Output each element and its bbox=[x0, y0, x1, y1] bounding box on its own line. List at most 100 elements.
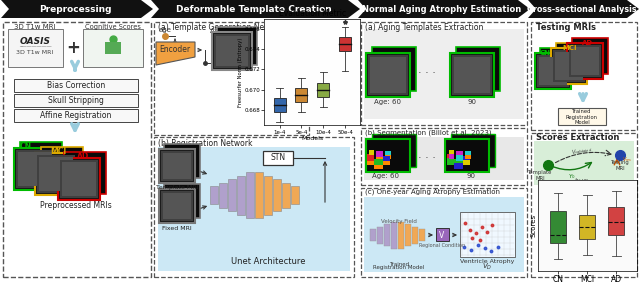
Bar bbox=[447, 158, 454, 165]
Text: 3D T1w MRI: 3D T1w MRI bbox=[14, 24, 56, 30]
Bar bbox=[282, 182, 290, 207]
Text: age: age bbox=[159, 27, 172, 33]
Text: Age: 60: Age: 60 bbox=[374, 99, 401, 105]
Bar bbox=[16, 150, 54, 188]
Bar bbox=[83, 29, 143, 67]
Text: CN: CN bbox=[20, 142, 32, 151]
Text: Template MRI: Template MRI bbox=[156, 186, 198, 190]
Bar bbox=[291, 186, 299, 204]
Bar bbox=[553, 50, 585, 82]
Bar bbox=[20, 142, 62, 184]
Bar bbox=[531, 22, 637, 130]
Bar bbox=[558, 108, 606, 125]
Text: MCI: MCI bbox=[50, 147, 67, 156]
Text: Trained: Trained bbox=[389, 262, 409, 266]
Bar bbox=[217, 27, 257, 65]
Bar bbox=[339, 37, 351, 51]
Bar bbox=[364, 197, 524, 272]
Bar bbox=[228, 179, 236, 211]
Bar bbox=[572, 38, 608, 74]
Bar bbox=[37, 155, 75, 193]
Bar bbox=[539, 57, 567, 85]
Text: Affine Registration: Affine Registration bbox=[40, 111, 112, 120]
Bar bbox=[163, 153, 191, 179]
Bar bbox=[212, 32, 252, 70]
Bar bbox=[317, 83, 329, 97]
Polygon shape bbox=[151, 0, 360, 18]
Text: Template
MRI: Template MRI bbox=[528, 170, 552, 181]
Bar bbox=[39, 157, 73, 191]
Text: (b) Registration Network: (b) Registration Network bbox=[158, 139, 253, 148]
Bar bbox=[374, 163, 383, 169]
Bar bbox=[579, 215, 595, 239]
Bar bbox=[385, 155, 391, 159]
Bar bbox=[376, 155, 383, 161]
Text: V: V bbox=[440, 231, 445, 239]
Bar bbox=[161, 191, 193, 221]
Bar bbox=[105, 42, 121, 54]
Bar bbox=[454, 159, 463, 165]
Text: Regional Condition: Regional Condition bbox=[419, 243, 465, 247]
Bar bbox=[398, 221, 404, 249]
Bar bbox=[158, 147, 350, 271]
Bar bbox=[454, 57, 490, 93]
Bar bbox=[550, 211, 566, 243]
Bar bbox=[374, 159, 383, 165]
Bar bbox=[372, 134, 416, 167]
Bar bbox=[367, 158, 374, 165]
Bar bbox=[567, 43, 603, 79]
Bar bbox=[449, 150, 454, 155]
Bar bbox=[264, 176, 272, 215]
Bar bbox=[370, 229, 376, 241]
Text: . . .: . . . bbox=[418, 65, 436, 75]
Bar bbox=[364, 29, 524, 119]
Y-axis label: Scores: Scores bbox=[530, 213, 536, 237]
Bar bbox=[366, 139, 410, 172]
Bar bbox=[383, 160, 390, 165]
Text: Scores Extraction: Scores Extraction bbox=[536, 133, 620, 142]
Bar bbox=[571, 47, 599, 75]
Bar bbox=[447, 154, 454, 161]
Bar bbox=[436, 228, 449, 241]
Bar bbox=[154, 137, 354, 277]
Polygon shape bbox=[528, 0, 639, 18]
Bar bbox=[456, 151, 463, 157]
Bar bbox=[14, 148, 56, 190]
Bar bbox=[164, 184, 200, 218]
Bar bbox=[460, 212, 515, 257]
Bar bbox=[164, 144, 200, 178]
Bar bbox=[377, 227, 383, 243]
Bar bbox=[391, 221, 397, 249]
Bar bbox=[465, 151, 471, 155]
Bar bbox=[370, 57, 406, 93]
Text: 90: 90 bbox=[467, 173, 476, 179]
Text: Bias Correction: Bias Correction bbox=[47, 81, 105, 90]
Bar bbox=[210, 186, 218, 204]
Text: Testing MRIs: Testing MRIs bbox=[536, 23, 596, 32]
Text: Cross-sectional Analysis: Cross-sectional Analysis bbox=[527, 5, 636, 13]
Text: (a) Template Generation Network: (a) Template Generation Network bbox=[158, 23, 286, 32]
Bar bbox=[384, 224, 390, 246]
Text: Preprocessing: Preprocessing bbox=[39, 5, 111, 13]
Text: (b) Segmentation (Billot et al, 2023): (b) Segmentation (Billot et al, 2023) bbox=[365, 130, 492, 136]
Bar bbox=[452, 55, 492, 95]
Bar bbox=[383, 156, 390, 161]
Bar bbox=[364, 137, 524, 180]
Bar bbox=[35, 153, 77, 195]
Bar bbox=[163, 193, 191, 219]
Polygon shape bbox=[1, 0, 153, 18]
Text: $V_{res}$: $V_{res}$ bbox=[622, 156, 632, 164]
Text: $b \cdot v_D$: $b \cdot v_D$ bbox=[574, 176, 589, 186]
Bar bbox=[263, 151, 293, 165]
Bar bbox=[531, 133, 637, 277]
Bar bbox=[449, 154, 454, 159]
Bar bbox=[454, 163, 463, 169]
Bar bbox=[537, 55, 569, 87]
Bar bbox=[14, 94, 138, 107]
Text: Normal Aging Atrophy Estimation: Normal Aging Atrophy Estimation bbox=[362, 5, 522, 13]
Text: $V_{validated}$: $V_{validated}$ bbox=[571, 145, 593, 157]
Bar bbox=[219, 182, 227, 207]
Text: (a) Aging Templates Extraction: (a) Aging Templates Extraction bbox=[365, 23, 483, 32]
Text: Ventricle Atrophy: Ventricle Atrophy bbox=[460, 260, 514, 264]
Bar bbox=[445, 139, 489, 172]
